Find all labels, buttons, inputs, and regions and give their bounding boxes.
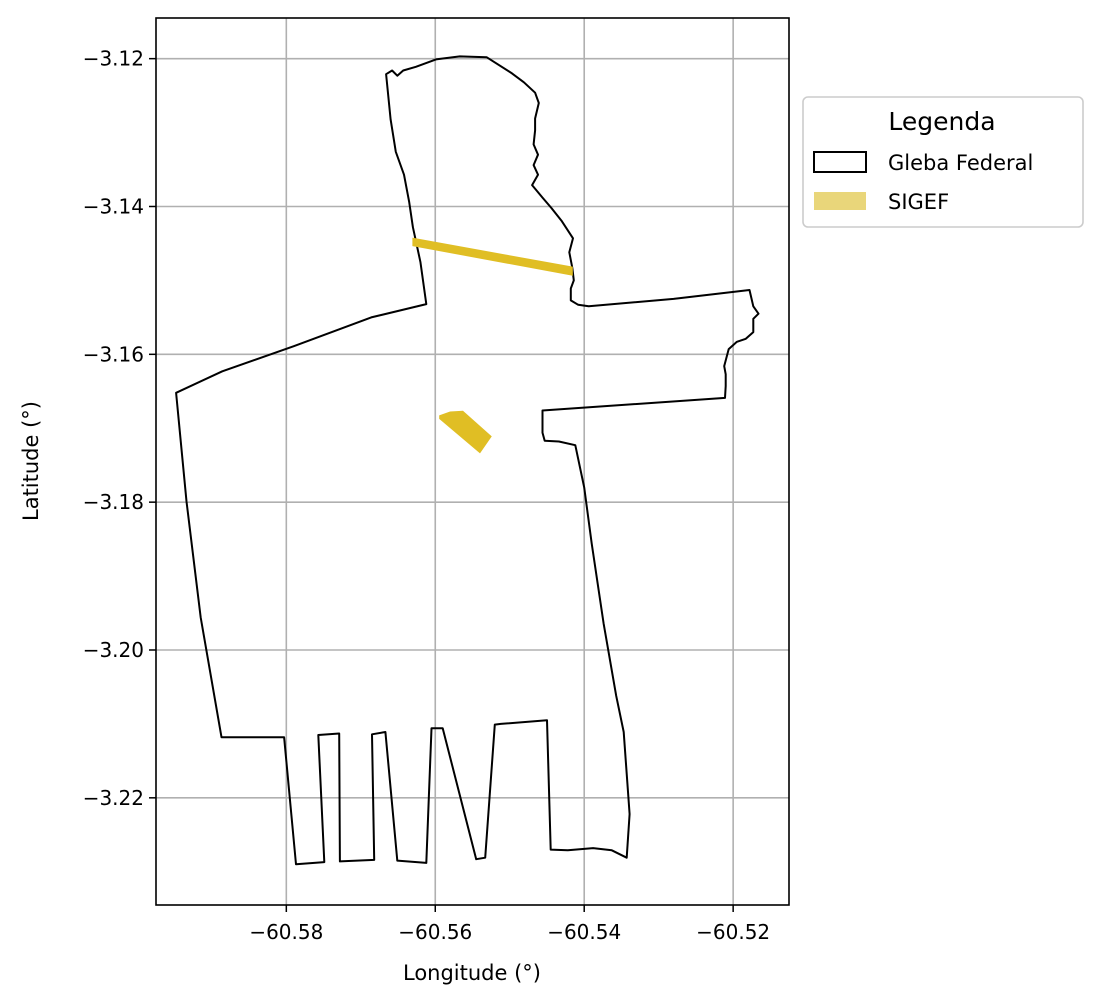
- sigef-polygon: [412, 237, 573, 276]
- x-tick-label: −60.58: [249, 920, 323, 944]
- y-tick-label: −3.14: [83, 194, 144, 218]
- y-tick-label: −3.12: [83, 47, 144, 71]
- y-axis-label: Latitude (°): [19, 401, 43, 521]
- axis-ticks: −60.58 −60.56 −60.54 −60.52 −3.12 −3.14 −3.16 −…: [83, 47, 770, 944]
- x-tick-label: −60.54: [547, 920, 621, 944]
- y-tick-label: −3.22: [83, 786, 144, 810]
- x-tick-label: −60.56: [398, 920, 472, 944]
- plot-frame: [155, 17, 790, 906]
- x-axis-label: Longitude (°): [403, 961, 541, 985]
- legend-title: Legenda: [888, 107, 995, 136]
- x-tick-label: −60.52: [696, 920, 770, 944]
- legend-swatch-gleba-federal: [813, 151, 867, 173]
- legend-label-gleba-federal: Gleba Federal: [888, 151, 1033, 175]
- grid-lines: [156, 18, 789, 905]
- y-tick-label: −3.16: [83, 342, 144, 366]
- legend-box: [802, 96, 1084, 228]
- legend-label-sigef: SIGEF: [888, 190, 949, 214]
- sigef-polygon: [439, 410, 492, 454]
- map-layers: [175, 55, 760, 866]
- legend-swatch-sigef: [814, 192, 866, 210]
- y-tick-label: −3.20: [83, 638, 144, 662]
- y-tick-label: −3.18: [83, 490, 144, 514]
- legend: Legenda Gleba Federal SIGEF: [802, 96, 1084, 228]
- gleba-federal-polygon: [175, 55, 760, 866]
